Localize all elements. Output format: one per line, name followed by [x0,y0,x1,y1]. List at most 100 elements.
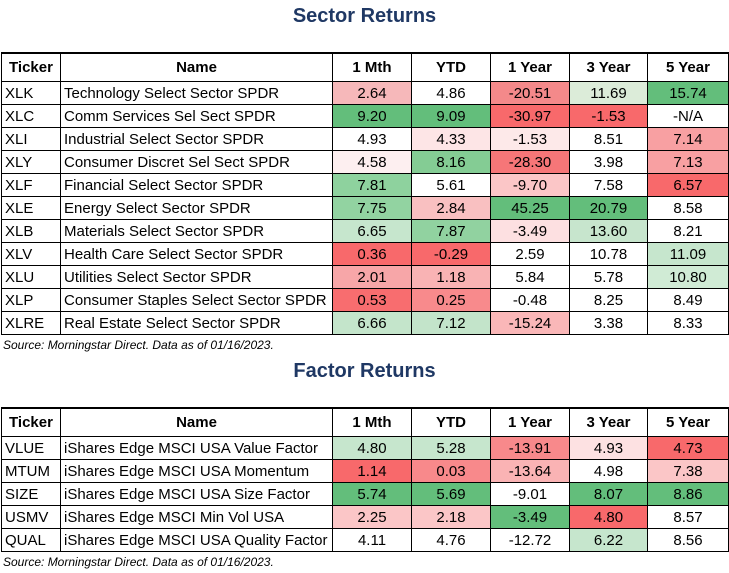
table-header-row: Ticker Name 1 Mth YTD 1 Year 3 Year 5 Year [1,407,729,437]
table-header-row: Ticker Name 1 Mth YTD 1 Year 3 Year 5 Year [1,52,729,82]
return-value-cell: -3.49 [490,505,570,529]
return-value-cell: 8.21 [647,219,729,243]
return-value-cell: 8.49 [647,288,729,312]
return-value-cell: -1.53 [490,127,570,151]
return-value-cell: 0.36 [332,242,412,266]
name-cell: iShares Edge MSCI USA Momentum [60,459,333,483]
return-value-cell: 6.57 [647,173,729,197]
name-cell: Consumer Staples Select Sector SPDR [60,288,333,312]
factor-returns-title: Factor Returns [293,360,436,382]
return-value-cell: 13.60 [569,219,648,243]
return-value-cell: 8.51 [569,127,648,151]
table-row: XLY Consumer Discret Sel Sect SPDR 4.58 8.1… [1,150,729,174]
return-value-cell: 5.61 [411,173,491,197]
return-value-cell: 2.01 [332,265,412,289]
return-value-cell: 1.14 [332,459,412,483]
name-cell: Consumer Discret Sel Sect SPDR [60,150,333,174]
name-cell: Technology Select Sector SPDR [60,81,333,105]
return-value-cell: 4.76 [411,528,491,552]
return-value-cell: 2.64 [332,81,412,105]
ticker-cell: USMV [1,505,61,529]
name-cell: iShares Edge MSCI USA Value Factor [60,436,333,460]
table-row: SIZE iShares Edge MSCI USA Size Factor 5.7… [1,482,729,506]
column-header: 1 Mth [332,52,412,82]
return-value-cell: 8.07 [569,482,648,506]
return-value-cell: -9.70 [490,173,570,197]
ticker-cell: XLV [1,242,61,266]
column-header: YTD [411,52,491,82]
table-row: XLRE Real Estate Select Sector SPDR 6.66 7.… [1,311,729,335]
return-value-cell: 11.09 [647,242,729,266]
column-header: 1 Year [490,407,570,437]
name-cell: Real Estate Select Sector SPDR [60,311,333,335]
return-value-cell: -0.29 [411,242,491,266]
return-value-cell: 4.58 [332,150,412,174]
return-value-cell: 7.14 [647,127,729,151]
table-row: XLP Consumer Staples Select Sector SPDR 0.… [1,288,729,312]
ticker-cell: XLK [1,81,61,105]
ticker-cell: XLC [1,104,61,128]
return-value-cell: 15.74 [647,81,729,105]
return-value-cell: 5.28 [411,436,491,460]
return-value-cell: 0.53 [332,288,412,312]
table-row: QUAL iShares Edge MSCI USA Quality Factor… [1,528,729,552]
return-value-cell: 8.86 [647,482,729,506]
table-row: XLV Health Care Select Sector SPDR 0.36 -0.… [1,242,729,266]
table-row: VLUE iShares Edge MSCI USA Value Factor 4.… [1,436,729,460]
return-value-cell: 11.69 [569,81,648,105]
ticker-cell: XLRE [1,311,61,335]
return-value-cell: -30.97 [490,104,570,128]
return-value-cell: 8.57 [647,505,729,529]
ticker-cell: XLE [1,196,61,220]
return-value-cell: -28.30 [490,150,570,174]
column-header: 5 Year [647,52,729,82]
ticker-cell: QUAL [1,528,61,552]
return-value-cell: -1.53 [569,104,648,128]
column-header: 5 Year [647,407,729,437]
sector-returns-title: Sector Returns [292,5,437,27]
return-value-cell: 4.11 [332,528,412,552]
table-row: XLE Energy Select Sector SPDR 7.75 2.84 45.2… [1,196,729,220]
ticker-cell: MTUM [1,459,61,483]
return-value-cell: 8.58 [647,196,729,220]
return-value-cell: 7.58 [569,173,648,197]
ticker-cell: XLF [1,173,61,197]
column-header: 1 Year [490,52,570,82]
return-value-cell: 5.78 [569,265,648,289]
ticker-cell: SIZE [1,482,61,506]
column-header: YTD [411,407,491,437]
table-row: XLC Comm Services Sel Sect SPDR 9.20 9.09 -3… [1,104,729,128]
return-value-cell: 10.78 [569,242,648,266]
return-value-cell: 9.09 [411,104,491,128]
return-value-cell: 0.03 [411,459,491,483]
return-value-cell: 4.93 [332,127,412,151]
table-row: XLU Utilities Select Sector SPDR 2.01 1.18 5… [1,265,729,289]
return-value-cell: 7.12 [411,311,491,335]
name-cell: Industrial Select Sector SPDR [60,127,333,151]
return-value-cell: 5.74 [332,482,412,506]
name-cell: Energy Select Sector SPDR [60,196,333,220]
return-value-cell: 6.66 [332,311,412,335]
return-value-cell: 2.18 [411,505,491,529]
table-row: XLF Financial Select Sector SPDR 7.81 5.61-… [1,173,729,197]
column-header: Ticker [1,52,61,82]
column-header: 1 Mth [332,407,412,437]
ticker-cell: XLB [1,219,61,243]
table-row: USMV iShares Edge MSCI Min Vol USA 2.25 2.1… [1,505,729,529]
return-value-cell: -13.91 [490,436,570,460]
return-value-cell: 6.22 [569,528,648,552]
ticker-cell: XLY [1,150,61,174]
return-value-cell: 6.65 [332,219,412,243]
return-value-cell: 4.80 [332,436,412,460]
return-value-cell: 45.25 [490,196,570,220]
column-header: Name [60,52,333,82]
return-value-cell: 3.38 [569,311,648,335]
return-value-cell: 4.93 [569,436,648,460]
name-cell: Materials Select Sector SPDR [60,219,333,243]
return-value-cell: -13.64 [490,459,570,483]
return-value-cell: -12.72 [490,528,570,552]
return-value-cell: 5.69 [411,482,491,506]
return-value-cell: 7.87 [411,219,491,243]
return-value-cell: 4.86 [411,81,491,105]
return-value-cell: 1.18 [411,265,491,289]
